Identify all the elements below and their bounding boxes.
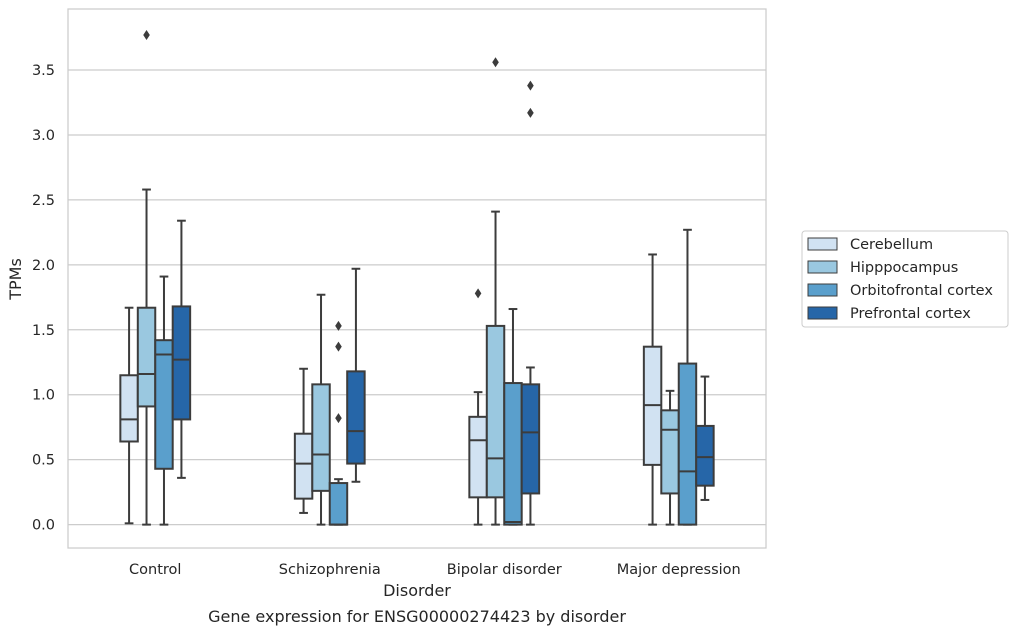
iqr-box bbox=[293, 432, 314, 500]
iqr-box bbox=[660, 409, 680, 495]
y-tick-label: 0.0 bbox=[32, 518, 55, 534]
box-hipppocampus-major-depression bbox=[660, 389, 680, 526]
box-orbitofrontal-cortex-schizophrenia bbox=[328, 320, 349, 526]
legend-label: Orbitofrontal cortex bbox=[850, 283, 993, 299]
outlier-point bbox=[335, 413, 342, 424]
iqr-box bbox=[346, 370, 366, 465]
outlier-point bbox=[335, 341, 342, 352]
box-orbitofrontal-cortex-major-depression bbox=[677, 228, 698, 526]
box-hipppocampus-bipolar-disorder bbox=[485, 57, 506, 526]
iqr-box bbox=[520, 383, 541, 495]
y-tick-label: 2.5 bbox=[32, 193, 55, 209]
iqr-box bbox=[468, 415, 488, 499]
plot-area-frame bbox=[67, 8, 767, 549]
iqr-box bbox=[485, 324, 506, 499]
legend-frame bbox=[801, 230, 1009, 328]
x-axis-label: Disorder bbox=[383, 581, 451, 600]
legend: Cerebellum Hipppocampus Orbitofrontal cort… bbox=[801, 230, 1009, 328]
box-prefrontal-cortex-major-depression bbox=[695, 375, 715, 501]
box-cerebellum-major-depression bbox=[642, 253, 663, 526]
y-tick-labels: 0.0 0.5 1.0 1.5 2.0 2.5 3.0 3.5 bbox=[32, 63, 55, 534]
outlier-point bbox=[143, 29, 150, 40]
outlier-point bbox=[335, 320, 342, 331]
legend-swatch bbox=[807, 283, 838, 297]
box-hipppocampus-control bbox=[136, 29, 157, 526]
box-orbitofrontal-cortex-control bbox=[154, 275, 174, 526]
box-cerebellum-bipolar-disorder bbox=[468, 288, 488, 526]
iqr-box bbox=[503, 382, 523, 526]
legend-swatch bbox=[807, 237, 838, 251]
outlier-point bbox=[527, 107, 534, 118]
legend-label: Cerebellum bbox=[850, 237, 933, 253]
x-tick-label: Bipolar disorder bbox=[447, 562, 562, 578]
outlier-point bbox=[474, 288, 482, 299]
y-tick-label: 3.0 bbox=[32, 128, 55, 144]
x-tick-label: Schizophrenia bbox=[279, 562, 381, 578]
y-tick-label: 1.5 bbox=[32, 323, 55, 339]
legend-swatch bbox=[807, 260, 838, 274]
box-prefrontal-cortex-bipolar-disorder bbox=[520, 80, 541, 526]
box-cerebellum-control bbox=[119, 306, 139, 525]
x-tick-label: Control bbox=[129, 562, 181, 578]
legend-label: Prefrontal cortex bbox=[850, 306, 971, 322]
iqr-box bbox=[171, 305, 192, 421]
y-tick-label: 3.5 bbox=[32, 63, 55, 79]
box-orbitofrontal-cortex-bipolar-disorder bbox=[503, 308, 523, 526]
box-prefrontal-cortex-control bbox=[171, 219, 192, 479]
y-tick-label: 1.0 bbox=[32, 388, 55, 404]
y-tick-label: 0.5 bbox=[32, 453, 55, 469]
x-tick-labels: Control Schizophrenia Bipolar disorder Majo… bbox=[129, 562, 741, 578]
iqr-box bbox=[695, 424, 715, 487]
y-axis-label: TPMs bbox=[6, 258, 25, 301]
legend-swatch bbox=[807, 306, 838, 320]
x-tick-label: Major depression bbox=[617, 562, 741, 578]
box-cerebellum-schizophrenia bbox=[293, 367, 314, 514]
chart-caption: Gene expression for ENSG00000274423 by d… bbox=[208, 607, 626, 626]
iqr-box bbox=[328, 482, 349, 526]
y-tick-label: 2.0 bbox=[32, 258, 55, 274]
iqr-box bbox=[136, 306, 157, 408]
iqr-box bbox=[311, 383, 331, 492]
outlier-point bbox=[527, 80, 534, 91]
outlier-point bbox=[492, 57, 499, 68]
box-groups bbox=[119, 29, 715, 526]
box-hipppocampus-schizophrenia bbox=[311, 293, 331, 526]
iqr-box bbox=[119, 374, 139, 443]
iqr-box bbox=[154, 339, 174, 470]
box-prefrontal-cortex-schizophrenia bbox=[346, 267, 366, 483]
iqr-box bbox=[677, 362, 698, 526]
legend-label: Hipppocampus bbox=[850, 260, 958, 276]
